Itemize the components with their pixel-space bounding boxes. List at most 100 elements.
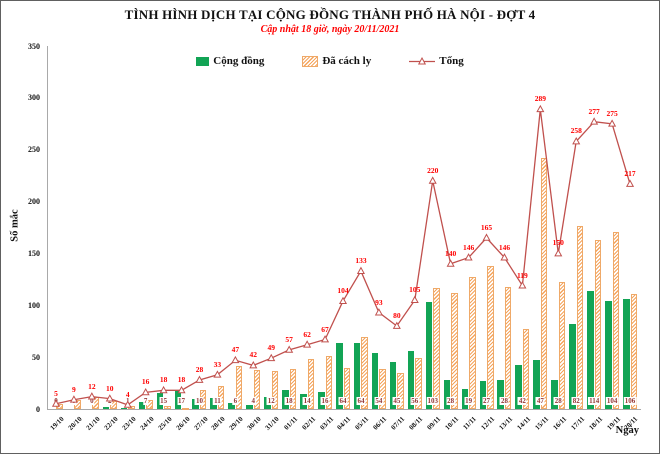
cong-dong-value-label: 56 [410, 396, 420, 405]
green-bar-swatch-icon [196, 56, 210, 66]
cong-dong-value-label: 18 [284, 396, 294, 405]
cong-dong-value-label: 11 [213, 396, 222, 405]
cong-dong-value-label: 15 [159, 396, 169, 405]
tong-value-label: 119 [516, 270, 528, 280]
bar-cong-dong [587, 290, 594, 409]
tong-value-label: 165 [480, 222, 493, 232]
x-tick-label: 23/10 [120, 415, 138, 432]
tong-marker-icon [410, 295, 419, 303]
tong-value-label: 277 [588, 106, 600, 116]
tong-marker-icon [249, 361, 258, 369]
x-tick-label: 26/10 [174, 415, 192, 432]
x-tick-label: 25/10 [156, 415, 174, 432]
tong-marker-icon [321, 335, 330, 343]
x-axis-line [47, 409, 641, 410]
y-tick-label: 300 [28, 93, 40, 103]
tong-marker-icon [500, 253, 509, 261]
tong-marker-icon [213, 370, 222, 378]
x-axis-title: Ngày [615, 425, 639, 436]
tong-marker-icon [303, 340, 312, 348]
bar-da-cach-ly [576, 226, 584, 409]
bar-da-cach-ly [594, 239, 602, 409]
tong-marker-icon [482, 233, 491, 241]
x-tick-label: 07/11 [389, 415, 407, 432]
x-tick-label: 21/10 [84, 415, 102, 432]
x-tick-label: 29/10 [228, 415, 246, 432]
x-tick-label: 11/11 [461, 415, 479, 432]
x-tick-label: 10/11 [443, 415, 461, 432]
tong-value-label: 9 [72, 384, 76, 394]
tong-marker-icon [625, 179, 635, 187]
tong-value-label: 12 [88, 381, 96, 391]
tong-marker-icon [464, 253, 473, 261]
tong-marker-icon [374, 308, 383, 316]
x-tick-label: 12/11 [479, 415, 497, 432]
legend-label: Đã cách ly [322, 55, 372, 67]
cong-dong-value-label: 47 [535, 396, 545, 405]
bar-da-cach-ly [540, 158, 548, 409]
x-tick-label: 22/10 [102, 415, 120, 432]
bar-cong-dong [605, 301, 612, 409]
tong-marker-icon [572, 136, 581, 145]
tong-value-label: 93 [375, 297, 383, 307]
x-tick-label: 01/11 [282, 415, 299, 432]
cong-dong-value-label: 64 [356, 396, 366, 405]
bar-cong-dong [479, 380, 486, 409]
bar-cong-dong [551, 379, 558, 409]
cong-dong-value-label: 10 [194, 396, 204, 405]
cong-dong-value-label: 17 [177, 396, 187, 405]
tong-value-label: 146 [498, 242, 511, 252]
cong-dong-value-label: 0 [89, 396, 95, 405]
tong-marker-icon [231, 355, 240, 364]
legend-item-cong-dong: Cộng đồng [196, 55, 264, 67]
bar-cong-dong [228, 402, 235, 409]
legend: Cộng đồng Đã cách ly Tổng [1, 55, 659, 67]
cong-dong-value-label: 7 [142, 396, 149, 405]
tong-value-label: 57 [285, 334, 293, 344]
cong-dong-value-label: 14 [302, 396, 312, 405]
tong-value-label: 80 [393, 311, 401, 321]
tong-marker-icon [285, 345, 294, 353]
hatched-bar-swatch-icon [302, 55, 319, 67]
tong-marker-icon [518, 281, 527, 289]
bar-da-cach-ly [451, 292, 458, 409]
x-tick-label: 30/10 [246, 415, 263, 432]
tong-value-label: 258 [570, 126, 582, 136]
cong-dong-value-label: 16 [320, 396, 330, 405]
legend-label: Cộng đồng [213, 55, 265, 67]
x-tick-label: 15/11 [533, 415, 551, 432]
cong-dong-value-label: 114 [588, 396, 601, 405]
bar-da-cach-ly [182, 407, 189, 410]
bar-cong-dong [246, 404, 253, 409]
legend-item-da-cach-ly: Đã cách ly [302, 55, 371, 67]
tong-value-label: 220 [427, 165, 439, 175]
cong-dong-value-label: 106 [623, 396, 637, 405]
tong-marker-icon [608, 119, 617, 127]
y-tick-label: 0 [36, 404, 40, 414]
cong-dong-value-label: 28 [499, 396, 509, 405]
cong-dong-value-label: 12 [266, 396, 276, 405]
cong-dong-value-label: 104 [605, 396, 619, 405]
x-tick-label: 05/11 [353, 415, 371, 432]
bar-da-cach-ly [558, 282, 566, 409]
bar-da-cach-ly [504, 286, 512, 409]
x-tick-label: 24/10 [138, 415, 156, 432]
tong-value-label: 42 [249, 350, 258, 360]
y-axis-line [47, 46, 48, 409]
bar-da-cach-ly [469, 277, 476, 409]
x-tick-label: 08/11 [407, 415, 425, 432]
cong-dong-value-label: 103 [426, 396, 439, 405]
tong-marker-icon [195, 375, 204, 383]
tong-value-label: 146 [462, 242, 475, 252]
tong-value-label: 62 [303, 329, 311, 339]
cong-dong-value-label: 28 [446, 396, 456, 405]
tong-value-label: 275 [606, 108, 618, 118]
tong-marker-icon [428, 176, 437, 184]
cong-dong-value-label: 64 [338, 396, 348, 405]
tong-value-label: 49 [267, 343, 275, 353]
tong-value-label: 18 [177, 375, 186, 385]
line-marker-swatch-icon [409, 56, 436, 65]
bar-da-cach-ly [433, 287, 440, 409]
tong-value-label: 289 [534, 94, 546, 104]
